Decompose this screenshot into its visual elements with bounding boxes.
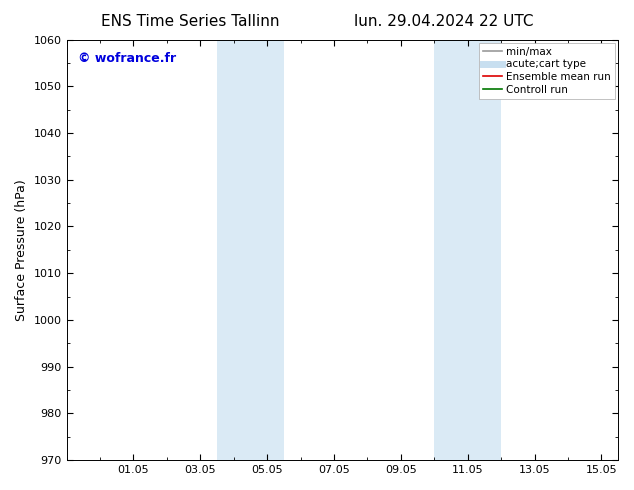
Bar [217,40,250,460]
Bar [434,40,468,460]
Y-axis label: Surface Pressure (hPa): Surface Pressure (hPa) [15,179,28,321]
Text: ENS Time Series Tallinn: ENS Time Series Tallinn [101,14,280,29]
Legend: min/max, acute;cart type, Ensemble mean run, Controll run: min/max, acute;cart type, Ensemble mean … [479,43,615,99]
Text: © wofrance.fr: © wofrance.fr [77,52,176,65]
Bar [468,40,501,460]
Bar [250,40,284,460]
Text: lun. 29.04.2024 22 UTC: lun. 29.04.2024 22 UTC [354,14,534,29]
